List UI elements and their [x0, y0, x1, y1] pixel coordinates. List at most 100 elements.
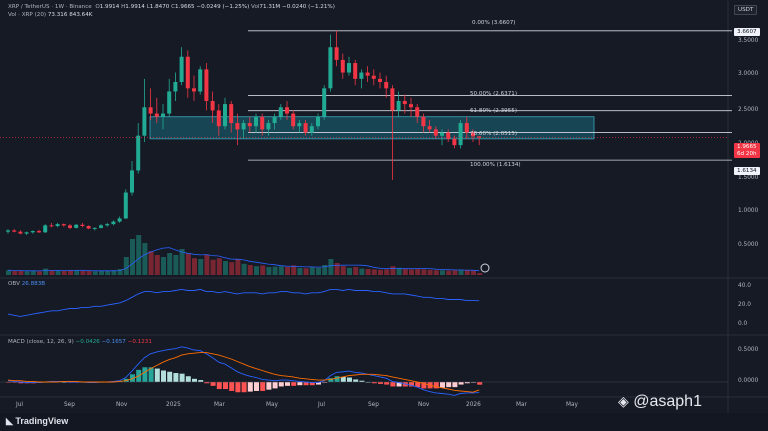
fib-top-badge: 3.6607	[734, 28, 760, 36]
candle-body	[198, 69, 203, 92]
volume-bar	[322, 265, 328, 275]
candle-body	[285, 107, 289, 114]
candle-body	[297, 123, 302, 127]
candle-body	[340, 59, 345, 73]
candle-body	[260, 116, 265, 130]
volume-bar	[402, 269, 408, 275]
macd-histogram-bar	[347, 377, 352, 382]
macd-histogram-bar	[303, 382, 309, 386]
macd-histogram-bar	[322, 382, 328, 383]
replay-icon[interactable]	[480, 263, 490, 273]
candle-body	[359, 72, 364, 79]
volume-bar	[340, 266, 346, 275]
macd-label[interactable]: MACD (close, 12, 26, 9)	[8, 339, 74, 345]
volume-bar	[433, 270, 439, 275]
volume-bar	[117, 269, 123, 275]
candle-body	[161, 113, 165, 117]
macd-histogram-bar	[12, 382, 18, 383]
time-tick: Mar	[516, 402, 527, 408]
volume-bar	[154, 255, 160, 275]
volume-bar	[198, 259, 204, 275]
volume-bar	[309, 267, 315, 275]
volume-bar	[161, 257, 166, 275]
volume-bar	[297, 267, 303, 275]
volume-bar	[266, 267, 272, 275]
volume-bar	[260, 265, 266, 275]
legend-row: XRP / TetherUS · 1W · Binance O1.9914 H1…	[8, 4, 335, 10]
macd-histogram-bar	[229, 382, 235, 391]
macd-histogram-bar	[185, 376, 191, 382]
obv-label[interactable]: OBV	[8, 281, 20, 287]
volume-bar	[477, 273, 483, 275]
candle-body	[179, 56, 184, 82]
price-tick: 2.5000	[738, 107, 759, 113]
volume-bar	[334, 263, 340, 275]
time-tick: Mar	[214, 402, 225, 408]
volume-bar	[229, 262, 235, 275]
macd-histogram-bar	[334, 376, 340, 382]
macd-histogram-bar	[247, 382, 253, 392]
volume-bar	[6, 270, 11, 275]
fib-label-618: 61.80% (2.3955)	[470, 108, 518, 114]
fib-label-50: 50.00% (2.6371)	[470, 91, 518, 97]
volume-bar	[210, 259, 216, 275]
macd-histogram-bar	[204, 382, 210, 384]
candle-body	[136, 135, 141, 171]
change-value: −0.0249 (−1.25%)	[196, 4, 250, 10]
signal-line	[7, 352, 480, 393]
candle-body	[142, 107, 147, 136]
volume-bar	[396, 267, 402, 275]
fib-low-badge: 1.6134	[734, 167, 760, 175]
time-tick: Sep	[64, 402, 75, 408]
price-chart[interactable]	[0, 0, 768, 413]
currency-badge[interactable]: USDT	[734, 5, 758, 15]
volume-ma-line	[7, 247, 480, 272]
volume-bar	[291, 265, 297, 275]
close-value: 1.9665	[175, 4, 195, 10]
candle-body	[235, 123, 240, 130]
macd-v1: −0.0426	[75, 339, 100, 345]
current-price-badge: 1.9665	[734, 143, 760, 151]
volume-bar	[427, 269, 433, 275]
macd-histogram-bar	[471, 382, 476, 383]
candle-body	[173, 82, 178, 92]
candle-body	[440, 132, 444, 136]
price-tick: 1.0000	[738, 208, 759, 214]
fib-label-0: 0.00% (3.6607)	[472, 20, 516, 26]
candle-body	[309, 126, 314, 133]
macd-histogram-bar	[148, 367, 154, 382]
macd-histogram-bar	[415, 382, 421, 388]
macd-histogram-bar	[384, 382, 390, 385]
macd-histogram-bar	[458, 382, 464, 385]
volume-bar	[204, 255, 210, 275]
time-tick: 2025	[166, 402, 181, 408]
volume-label[interactable]: Vol · XRP (20)	[8, 12, 47, 18]
candle-body	[390, 88, 395, 111]
volume-bar	[254, 266, 259, 275]
low-value: 1.8470	[149, 4, 170, 10]
volume-bar	[421, 269, 427, 275]
macd-histogram-bar	[340, 376, 346, 382]
symbol-title[interactable]: XRP / TetherUS · 1W · Binance	[8, 4, 92, 10]
volume-v1: 73.316	[47, 12, 68, 18]
macd-histogram-bar	[254, 382, 259, 391]
volume-bar	[272, 266, 278, 275]
volume-bar	[185, 253, 191, 275]
volume-bar	[68, 270, 73, 275]
macd-histogram-bar	[452, 382, 458, 388]
macd-histogram-bar	[241, 382, 247, 393]
macd-v3: −0.1231	[127, 339, 152, 345]
price-tick: 1.5000	[738, 175, 759, 181]
volume-bar	[105, 271, 111, 275]
tradingview-logo[interactable]: ◣ TradingView	[6, 416, 69, 426]
price-tick: 3.0000	[738, 71, 759, 77]
volume-bar	[37, 271, 42, 275]
candle-body	[272, 116, 277, 124]
candle-body	[185, 56, 190, 89]
candle-body	[154, 113, 159, 117]
candle-body	[43, 225, 48, 233]
volume-bar	[415, 268, 421, 275]
time-tick: May	[266, 402, 278, 408]
time-tick: May	[566, 402, 578, 408]
macd-v2: −0.1657	[101, 339, 126, 345]
